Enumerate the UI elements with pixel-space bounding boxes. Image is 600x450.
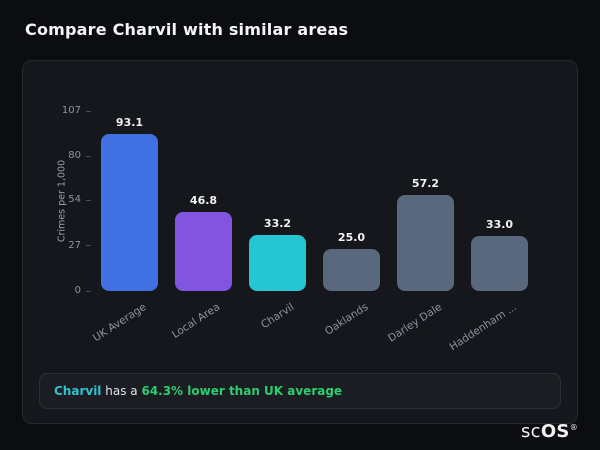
chart-bar[interactable] bbox=[101, 134, 158, 291]
logo-text-os: OS bbox=[540, 421, 570, 442]
x-axis-category-label: UK Average bbox=[90, 301, 149, 345]
chart-bar[interactable] bbox=[175, 212, 232, 291]
bar-value-label: 33.2 bbox=[263, 217, 292, 231]
chart-bar[interactable] bbox=[323, 248, 380, 291]
y-axis-tick: 0 bbox=[75, 286, 91, 296]
y-axis-tick: 54 bbox=[68, 195, 91, 205]
bar-value-label: 33.0 bbox=[485, 217, 514, 231]
y-axis-tick: 107 bbox=[62, 106, 91, 116]
x-axis-category-label: Charvil bbox=[259, 301, 297, 332]
footer-middle-text: has a bbox=[101, 384, 142, 398]
y-axis-label: Crimes per 1,000 bbox=[56, 159, 68, 243]
bar-group: 93.1 UK Average bbox=[91, 111, 158, 344]
y-axis-tick: 80 bbox=[68, 151, 91, 161]
x-axis-category-label: Oaklands bbox=[322, 301, 371, 338]
bar-group: 33.2 Charvil bbox=[249, 111, 306, 331]
bar-chart: Crimes per 1,000 0 27 54 80 107 93.1 UK Avera… bbox=[57, 106, 547, 353]
bar-group: 46.8 Local Area bbox=[170, 111, 232, 341]
chart-card: Crimes per 1,000 0 27 54 80 107 93.1 UK Avera… bbox=[22, 60, 578, 424]
plot-area: 93.1 UK Average 46.8 Local Area 33.2 Charvil 2… bbox=[91, 111, 547, 353]
chart-bar[interactable] bbox=[249, 235, 306, 291]
bar-value-label: 93.1 bbox=[115, 116, 144, 130]
logo-text-sc: sc bbox=[520, 421, 541, 442]
page-title: Compare Charvil with similar areas bbox=[25, 20, 349, 39]
y-axis-tick: 27 bbox=[68, 240, 91, 251]
summary-banner: Charvil has a 64.3% lower than UK averag… bbox=[39, 373, 561, 409]
x-axis-category-label: Local Area bbox=[170, 301, 223, 341]
bar-value-label: 46.8 bbox=[189, 194, 218, 208]
bar-group: 25.0 Oaklands bbox=[323, 111, 380, 338]
chart-bar[interactable] bbox=[397, 194, 454, 291]
footer-subject: Charvil bbox=[54, 384, 102, 398]
bar-group: 33.0 Haddenham ... bbox=[447, 111, 528, 353]
x-axis-category-label: Darley Dale bbox=[386, 301, 445, 345]
chart-bar[interactable] bbox=[471, 235, 528, 291]
registered-mark: ® bbox=[569, 423, 578, 432]
bar-value-label: 25.0 bbox=[337, 230, 366, 244]
bar-value-label: 57.2 bbox=[411, 176, 440, 190]
x-axis-category-label: Haddenham ... bbox=[447, 301, 519, 354]
footer-highlight: 64.3% lower than UK average bbox=[141, 384, 343, 398]
scos-logo: scOS® bbox=[521, 421, 578, 442]
bar-group: 57.2 Darley Dale bbox=[386, 111, 454, 345]
